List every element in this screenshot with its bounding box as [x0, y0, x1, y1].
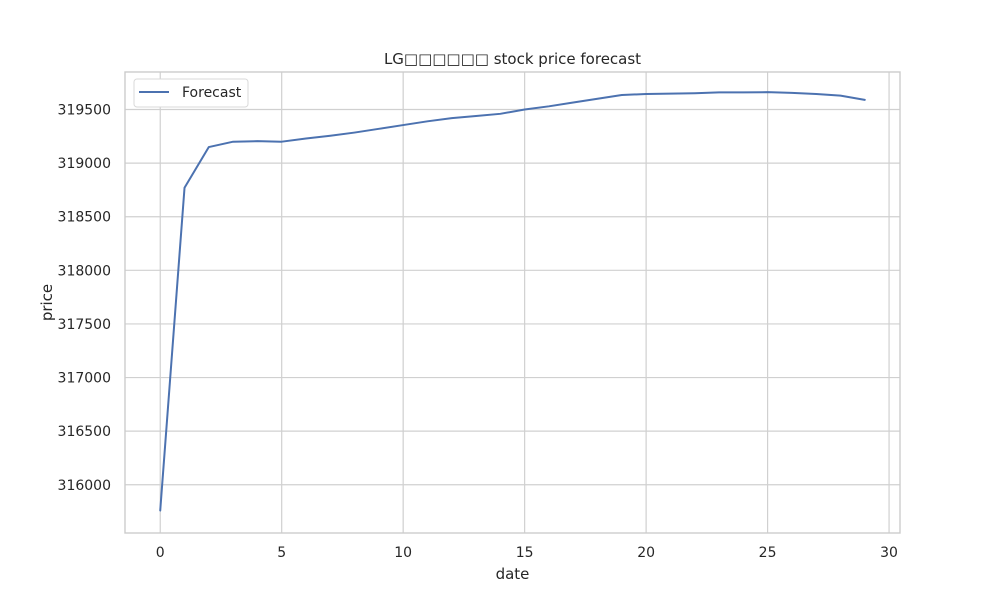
x-axis-ticks: 0 5 10 15 20 25 30 [156, 545, 898, 561]
y-tick-label: 319000 [58, 156, 111, 172]
y-tick-label: 317500 [58, 317, 111, 333]
x-axis-label: date [496, 565, 530, 583]
y-tick-label: 316000 [58, 478, 111, 494]
chart-title: LG□□□□□□ stock price forecast [384, 50, 641, 68]
legend-box [133, 78, 249, 108]
x-tick-label: 30 [880, 545, 898, 561]
x-tick-label: 15 [516, 545, 534, 561]
y-tick-label: 317000 [58, 371, 111, 387]
x-tick-label: 0 [156, 545, 165, 561]
x-tick-label: 20 [637, 545, 655, 561]
legend-label-forecast: Forecast [182, 85, 242, 101]
y-tick-label: 319500 [58, 103, 111, 119]
legend: Forecast [133, 78, 249, 108]
plot-frame [124, 71, 901, 534]
series-line-forecast [159, 91, 866, 512]
x-tick-label: 10 [394, 545, 412, 561]
y-axis-ticks: 316000 316500 317000 317500 318000 318500 3190… [58, 103, 111, 494]
grid-lines [125, 72, 900, 533]
y-axis-label: price [38, 284, 56, 321]
y-tick-label: 318500 [58, 210, 111, 226]
x-tick-label: 25 [759, 545, 777, 561]
y-tick-label: 318000 [58, 263, 111, 279]
y-tick-label: 316500 [58, 424, 111, 440]
x-tick-label: 5 [277, 545, 286, 561]
series-layer [159, 91, 866, 512]
